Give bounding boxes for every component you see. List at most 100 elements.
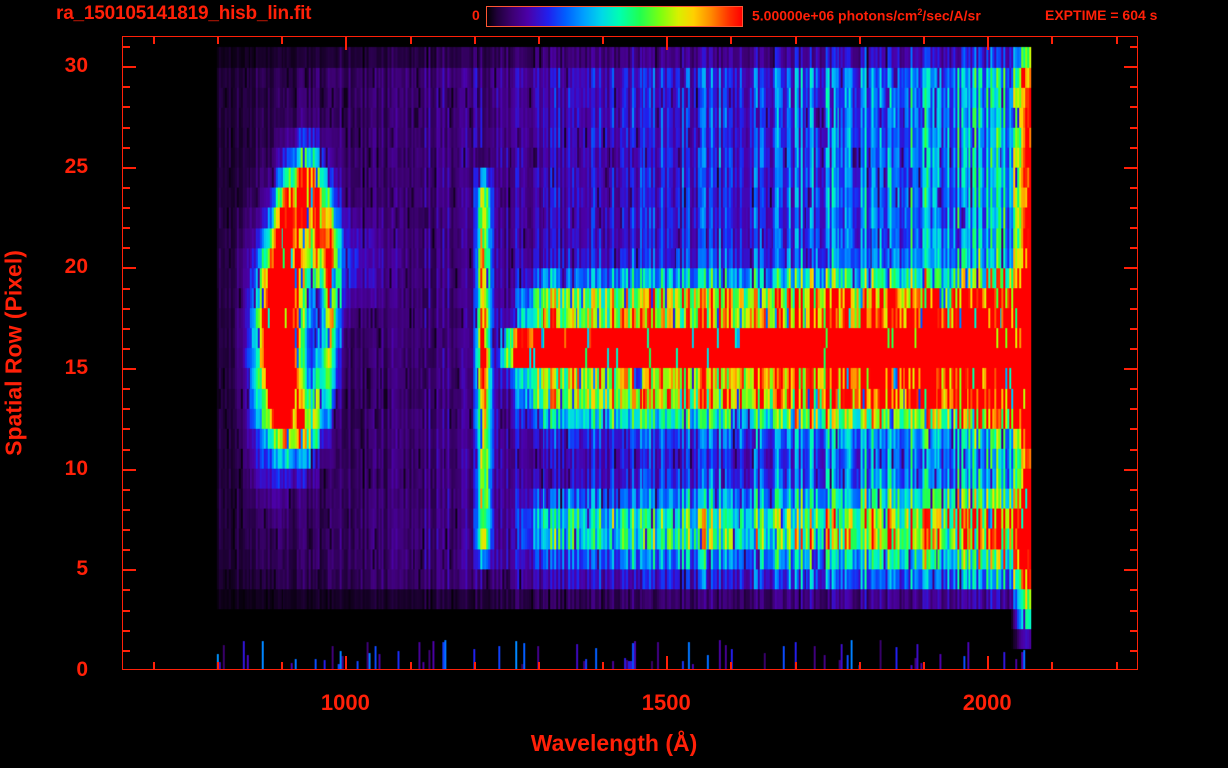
y-axis-title: Spatial Row (Pixel)	[0, 250, 27, 456]
tick-mark	[1130, 589, 1137, 592]
colorbar-gradient	[486, 6, 743, 27]
tick-mark	[1130, 227, 1137, 230]
tick-mark	[1124, 166, 1137, 169]
tick-mark	[123, 569, 136, 572]
tick-mark	[123, 207, 130, 210]
tick-mark	[602, 37, 605, 44]
tick-mark	[123, 106, 130, 109]
tick-mark	[1130, 46, 1137, 49]
tick-mark	[473, 662, 476, 669]
tick-mark	[1124, 569, 1137, 572]
y-tick-label: 25	[64, 154, 88, 178]
tick-mark	[123, 186, 130, 189]
tick-mark	[1130, 347, 1137, 350]
tick-mark	[123, 629, 130, 632]
tick-mark	[1051, 662, 1054, 669]
colorbar-units-tail: /sec/A/sr	[922, 7, 981, 24]
tick-mark	[123, 428, 130, 431]
tick-mark	[1130, 529, 1137, 532]
tick-mark	[123, 549, 130, 552]
tick-mark	[1115, 37, 1118, 44]
tick-mark	[1130, 86, 1137, 89]
tick-mark	[123, 86, 130, 89]
colorbar-max-value: 5.00000e+06	[752, 7, 835, 24]
colorbar-min-label: 0	[472, 7, 480, 23]
tick-mark	[123, 126, 130, 129]
tick-mark	[123, 488, 130, 491]
tick-mark	[858, 662, 861, 669]
tick-mark	[537, 37, 540, 44]
tick-mark	[123, 589, 130, 592]
tick-mark	[1124, 468, 1137, 471]
tick-mark	[123, 46, 130, 49]
tick-mark	[987, 656, 990, 669]
tick-mark	[1130, 609, 1137, 612]
y-tick-label: 0	[76, 658, 88, 681]
tick-mark	[922, 662, 925, 669]
y-tick-label: 30	[64, 54, 88, 78]
tick-mark	[123, 267, 136, 270]
y-tick-label: 20	[64, 255, 88, 279]
tick-mark	[1130, 508, 1137, 511]
tick-mark	[123, 66, 136, 69]
tick-mark	[123, 508, 130, 511]
tick-mark	[1124, 66, 1137, 69]
tick-mark	[922, 37, 925, 44]
tick-mark	[123, 227, 130, 230]
tick-mark	[123, 247, 130, 250]
tick-mark	[1130, 307, 1137, 310]
tick-mark	[1130, 388, 1137, 391]
tick-mark	[987, 37, 990, 50]
tick-mark	[123, 307, 130, 310]
tick-mark	[281, 662, 284, 669]
tick-mark	[730, 37, 733, 44]
tick-mark	[281, 37, 284, 44]
tick-mark	[794, 662, 797, 669]
tick-mark	[1124, 267, 1137, 270]
tick-mark	[123, 347, 130, 350]
spectrogram-image	[123, 37, 1137, 669]
tick-mark	[345, 656, 348, 669]
tick-mark	[409, 37, 412, 44]
tick-mark	[123, 368, 136, 371]
tick-mark	[123, 649, 130, 652]
tick-mark	[1130, 408, 1137, 411]
tick-mark	[152, 37, 155, 44]
plot-frame	[122, 36, 1138, 670]
tick-mark	[1115, 662, 1118, 669]
colorbar-units: photons/cm	[838, 7, 918, 24]
tick-mark	[1130, 428, 1137, 431]
tick-mark	[123, 529, 130, 532]
tick-mark	[1130, 106, 1137, 109]
tick-mark	[1130, 649, 1137, 652]
tick-mark	[216, 37, 219, 44]
x-tick-label: 1500	[641, 690, 691, 715]
tick-mark	[473, 37, 476, 44]
tick-mark	[409, 662, 412, 669]
tick-mark	[858, 37, 861, 44]
exptime-label: EXPTIME = 604 s	[1045, 7, 1158, 23]
tick-mark	[345, 37, 348, 50]
tick-mark	[123, 327, 130, 330]
tick-mark	[1130, 549, 1137, 552]
tick-mark	[123, 609, 130, 612]
tick-mark	[1124, 368, 1137, 371]
tick-mark	[1130, 146, 1137, 149]
tick-mark	[1130, 327, 1137, 330]
tick-mark	[1130, 287, 1137, 290]
file-title: ra_150105141819_hisb_lin.fit	[56, 3, 312, 24]
x-axis-title: Wavelength (Å)	[530, 730, 698, 756]
tick-mark	[730, 662, 733, 669]
tick-mark	[123, 408, 130, 411]
tick-mark	[1130, 207, 1137, 210]
tick-mark	[123, 146, 130, 149]
tick-mark	[666, 656, 669, 669]
tick-mark	[216, 662, 219, 669]
tick-mark	[1130, 126, 1137, 129]
y-tick-label: 15	[64, 356, 88, 380]
y-tick-label: 5	[76, 557, 88, 581]
x-tick-label: 2000	[962, 690, 1012, 715]
y-tick-label: 10	[64, 456, 88, 480]
tick-mark	[1130, 186, 1137, 189]
